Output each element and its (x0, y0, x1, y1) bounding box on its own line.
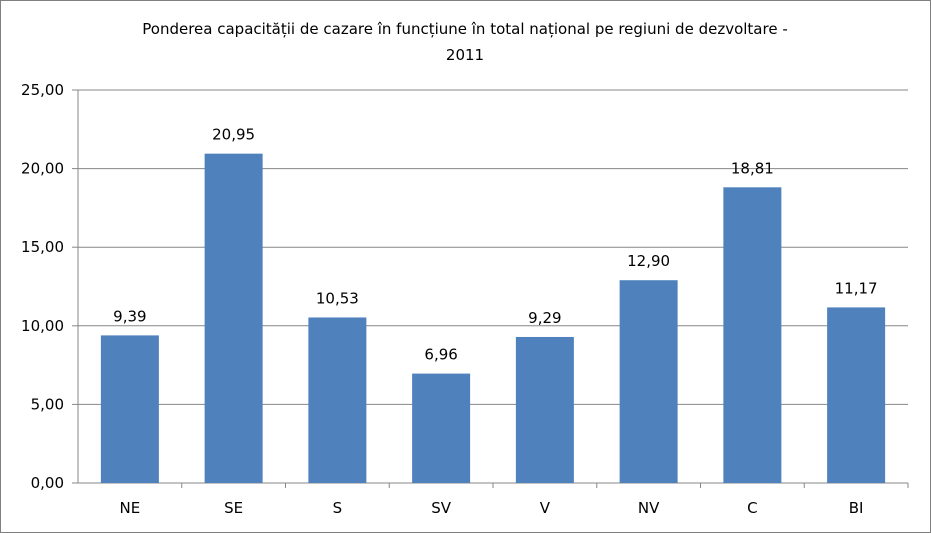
bar-bi (827, 307, 886, 483)
grid-layer (72, 89, 909, 488)
data-label: 18,81 (731, 159, 774, 177)
bar-nv (619, 280, 678, 483)
data-label: 6,96 (424, 346, 457, 364)
x-tick-label: SV (431, 499, 452, 517)
data-label-layer: 9,39 20,95 10,53 6,96 9,29 12,90 18,81 11,17 (113, 126, 877, 364)
bar-se (204, 153, 263, 483)
x-axis-ticks: NE SE S SV V NV C BI (120, 499, 864, 517)
x-tick-label: BI (849, 499, 864, 517)
y-axis-ticks: 0,00 5,00 10,00 15,00 20,00 25,00 (21, 81, 64, 492)
x-tick-label: V (540, 499, 551, 517)
data-label: 9,39 (113, 307, 146, 325)
bar-sv (412, 373, 471, 483)
y-tick-label: 15,00 (21, 238, 64, 256)
data-label: 20,95 (212, 126, 255, 144)
bar-v (515, 336, 574, 483)
x-tick-label: NV (638, 499, 660, 517)
chart-title-line-2: 2011 (446, 46, 484, 64)
y-tick-label: 20,00 (21, 160, 64, 178)
data-label: 12,90 (627, 252, 670, 270)
bar-ne (100, 335, 159, 483)
y-tick-label: 0,00 (31, 474, 64, 492)
data-label: 10,53 (316, 289, 359, 307)
bar-c (723, 187, 782, 483)
data-label: 11,17 (835, 279, 878, 297)
y-tick-label: 10,00 (21, 317, 64, 335)
y-tick-label: 25,00 (21, 81, 64, 99)
chart-title-line-1: Ponderea capacității de cazare în funcți… (142, 20, 787, 38)
y-tick-label: 5,00 (31, 395, 64, 413)
bar-layer (100, 153, 886, 483)
x-tick-label: C (747, 499, 757, 517)
x-tick-label: NE (120, 499, 141, 517)
x-tick-label: S (333, 499, 343, 517)
data-label: 9,29 (528, 309, 561, 327)
bar-s (308, 317, 367, 483)
x-tick-label: SE (224, 499, 243, 517)
